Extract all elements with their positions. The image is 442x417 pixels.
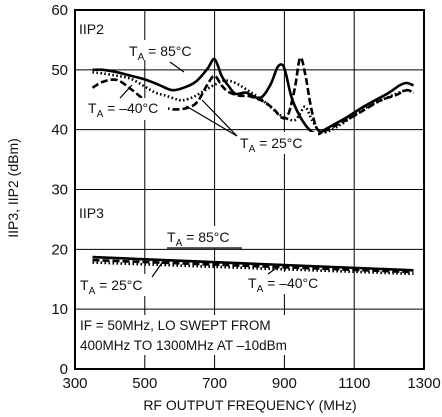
iip3-panel-label: IIP3 (79, 205, 104, 221)
x-axis-title: RF OUTPUT FREQUENCY (MHz) (143, 397, 356, 413)
iip2-leader-25c-a (185, 105, 238, 137)
iip2-label-neg40c: TA = –40°C (86, 98, 168, 120)
svg-text:TA = 85°C: TA = 85°C (129, 43, 191, 63)
plot-frame (74, 9, 425, 370)
iip3-label-85c: TA = 85°C (165, 226, 241, 249)
iip2-series-solid (92, 57, 415, 136)
iip3-label-25c: TA = 25°C (78, 274, 154, 297)
iip2-leader-85c (169, 61, 185, 73)
iip2-leader-neg40c (119, 84, 133, 99)
iip3-series-dotted (92, 261, 414, 276)
iip3-series-dashed (92, 258, 414, 274)
y-tick-label: 20 (51, 241, 68, 258)
svg-text:TA = 85°C: TA = 85°C (167, 229, 229, 249)
iip2-leader-25c-b (201, 99, 238, 137)
y-axis-title: IIP3, IIP2 (dBm) (5, 138, 21, 238)
iip2-panel-label: IIP2 (79, 21, 104, 37)
iip3-leader-25c (151, 259, 165, 278)
svg-text:TA = 25°C: TA = 25°C (80, 277, 142, 297)
x-tick-label: 1300 (407, 375, 440, 392)
iip2-label-85c: TA = 85°C (127, 40, 199, 63)
iip3-series-solid (92, 255, 414, 272)
tick-labels: 300 500 700 900 1100 1300 0 10 20 30 40 50 60 (51, 2, 440, 392)
svg-text:TA = 25°C: TA = 25°C (240, 135, 302, 155)
y-tick-label: 60 (51, 2, 68, 19)
svg-text:TA = –40°C: TA = –40°C (88, 100, 158, 120)
iip3-label-neg40c: TA = –40°C (246, 272, 328, 295)
svg-text:TA = –40°C: TA = –40°C (248, 275, 318, 295)
series-layer (91, 56, 415, 276)
iip2-label-25c: TA = 25°C (238, 132, 318, 155)
conditions-note: IF = 50MHz, LO SWEPT FROM 400MHz TO 1300… (78, 315, 348, 355)
y-tick-label: 0 (60, 361, 68, 378)
x-tick-label: 500 (132, 375, 157, 392)
y-tick-label: 30 (51, 182, 68, 199)
y-tick-label: 40 (51, 122, 68, 139)
y-tick-label: 10 (51, 301, 68, 318)
x-tick-label: 1100 (338, 375, 370, 392)
note-line-2: 400MHz TO 1300MHz AT –10dBm (80, 338, 287, 353)
x-tick-label: 700 (202, 375, 227, 392)
iip3-leader-neg40c (267, 263, 283, 275)
note-line-1: IF = 50MHz, LO SWEPT FROM (80, 318, 271, 333)
x-tick-label: 900 (272, 375, 297, 392)
x-tick-label: 300 (62, 375, 87, 392)
y-tick-label: 50 (51, 62, 68, 79)
